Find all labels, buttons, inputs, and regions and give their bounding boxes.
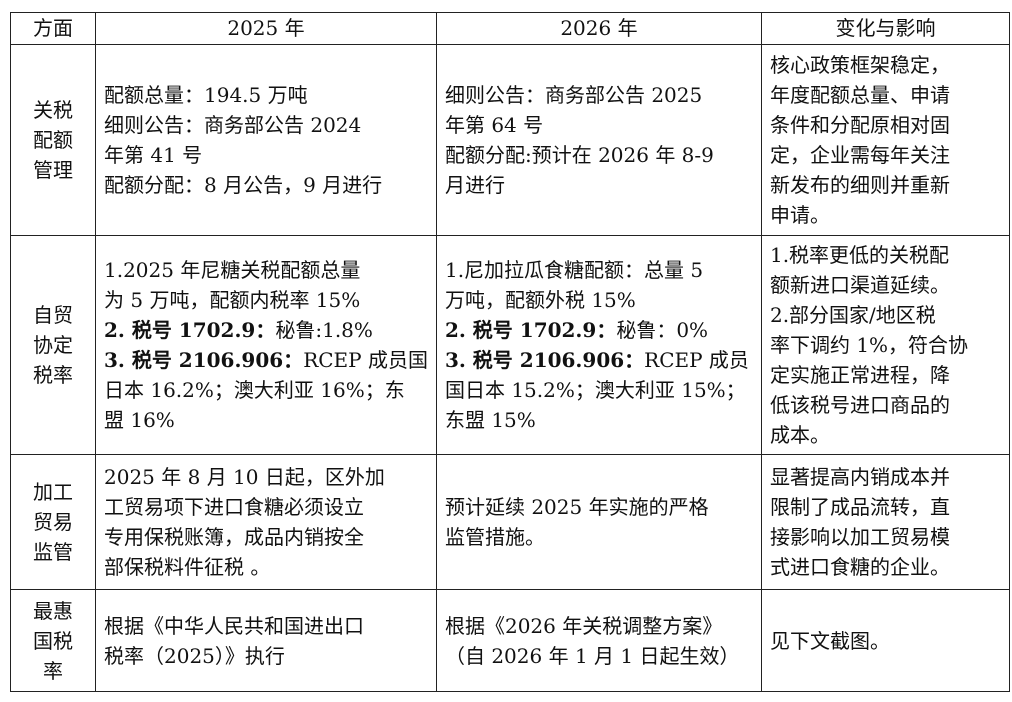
text: 秘鲁:1.8% <box>275 318 373 342</box>
text-line: 部保税料件征税 。 <box>104 555 271 579</box>
text-line: 申请。 <box>769 203 830 227</box>
table-cell: 配额总量：194.5 万吨细则公告：商务部公告 2024 年第 41 号配额分配：… <box>95 44 437 236</box>
text-line: 日本 16.2%；澳大利亚 16%；东 <box>104 378 405 402</box>
text-line: 根据《中华人民共和国进出口 <box>104 613 364 638</box>
table-cell: 2025 年 8 月 10 日起，区外加 工贸易项下进口食糖必须设立 专用保税账簿，… <box>95 454 437 590</box>
text-line: 1.2025 年尼糖关税配额总量 <box>104 258 361 282</box>
text-line: 盟 16% <box>104 408 175 432</box>
text-line: 限制了成品流转，直 <box>769 495 950 519</box>
text-line: 年度配额总量、申请 <box>769 83 950 107</box>
text-line: 监管 <box>33 540 73 564</box>
text-line: 率 <box>43 658 63 683</box>
table-row: 关税 配额 管理 配额总量：194.5 万吨 细则公告：商务部公告 2024 年第 41 … <box>10 44 1010 236</box>
bold-text: 2. 税号 1702.9： <box>444 318 617 342</box>
header-cell: 方面 <box>10 12 96 45</box>
text-line: 最惠 <box>33 598 73 623</box>
text-line: 国税 <box>33 628 73 653</box>
policy-table: 方面 2025 年 2026 年变化与影响 关税 配额 管理 配额总量：194.5 万吨细… <box>10 12 1010 692</box>
text-line: 额新进口渠道延续。 <box>769 273 950 297</box>
header-row: 方面 2025 年 2026 年变化与影响 <box>10 12 1010 45</box>
text-line: 配额分配：8 月公告，9 月进行 <box>104 173 383 197</box>
text-line: 定实施正常进程，降 <box>769 363 950 387</box>
text-line: 成本。 <box>769 423 830 447</box>
text-line: 低该税号进口商品的 <box>769 393 950 417</box>
text-line: 定，企业需每年关注 <box>769 143 950 167</box>
text-line: 税率（2025）》执行 <box>104 643 285 668</box>
table-cell: 1.2025 年尼糖关税配额总量为 5 万吨，配额内税率 15% 2. 税号 17… <box>95 235 437 455</box>
text-line: 加工 <box>33 480 73 504</box>
text-line: 2025 年 8 月 10 日起，区外加 <box>104 465 385 489</box>
text-line: 为 5 万吨，配额内税率 15% <box>104 288 361 312</box>
text-line: 1.尼加拉瓜食糖配额：总量 5 <box>444 258 704 282</box>
text-line: 配额分配:预计在 2026 年 8-9 <box>444 143 714 167</box>
text-line: 见下文截图。 <box>769 628 890 653</box>
text-line: 2. 税号 1702.9：秘鲁:1.8% <box>104 315 428 345</box>
text-line: 预计延续 2025 年实施的严格 <box>444 495 709 519</box>
text-line: 工贸易项下进口食糖必须设立 <box>104 495 364 519</box>
text: RCEP 成员 <box>644 348 749 372</box>
text-line: 管理 <box>33 158 73 182</box>
table-row: 加工 贸易 监管 2025 年 8 月 10 日起，区外加 工贸易项下进口食糖必须设立专… <box>10 454 1010 590</box>
table-row: 自贸协定税率 1.2025 年尼糖关税配额总量为 5 万吨，配额内税率 15% 2.… <box>10 235 1010 455</box>
text-line: 根据《2026 年关税调整方案》 <box>444 613 723 638</box>
text-line: 细则公告：商务部公告 2024 <box>104 113 362 137</box>
text-line: 贸易 <box>33 510 73 534</box>
text-line: 自贸 <box>33 303 73 327</box>
text-line: （自 2026 年 1 月 1 日起生效） <box>444 643 740 668</box>
text-line: 国日本 15.2%；澳大利亚 15%； <box>444 378 746 402</box>
text-line: 专用保税账簿，成品内销按全 <box>104 525 364 549</box>
bold-text: 3. 税号 2106.906： <box>104 348 304 372</box>
text-line: 税率 <box>33 363 73 387</box>
text: RCEP 成员国 <box>303 348 428 372</box>
text-line: 3. 税号 2106.906：RCEP 成员 <box>445 345 753 375</box>
text-line: 条件和分配原相对固 <box>769 113 950 137</box>
text-line: 东盟 15% <box>444 408 536 432</box>
table-cell: 1.税率更低的关税配 额新进口渠道延续。 2.部分国家/地区税率下调约 1%，符合协… <box>760 235 1010 455</box>
table-cell: 预计延续 2025 年实施的严格 监管措施。 <box>435 454 762 590</box>
table-cell: 细则公告：商务部公告 2025 年第 64 号配额分配:预计在 2026 年 8-… <box>435 44 762 236</box>
row-label-cell: 加工 贸易 监管 <box>10 454 96 590</box>
text-line: 1.税率更低的关税配 <box>769 243 950 267</box>
row-label-cell: 关税 配额 管理 <box>10 44 96 236</box>
row-label-cell: 自贸 协定 税率 <box>10 235 96 455</box>
header-cell: 变化与影响 <box>760 12 1010 45</box>
text-line: 式进口食糖的企业。 <box>769 555 950 579</box>
text-line: 接影响以加工贸易模 <box>769 525 950 549</box>
text-line: 2. 税号 1702.9：秘鲁：0% <box>445 315 753 345</box>
text-line: 显著提高内销成本并 <box>769 465 950 489</box>
text-line: 率下调约 1%，符合协 <box>769 333 969 357</box>
text-line: 配额总量：194.5 万吨 <box>104 83 308 107</box>
text-line: 年第 64 号 <box>444 113 544 137</box>
table-cell: 见下文截图。 <box>760 589 1010 692</box>
bold-text: 3. 税号 2106.906： <box>444 348 645 372</box>
table-cell: 核心政策框架稳定， 年度配额总量、申请 条件和分配原相对固 定，企业需每年关注 新发布的… <box>760 44 1010 236</box>
text-line: 核心政策框架稳定， <box>769 53 950 77</box>
table-cell: 根据《2026 年关税调整方案》 （自 2026 年 1 月 1 日起生效） <box>435 589 762 692</box>
text-line: 万吨，配额外税 15% <box>444 288 636 312</box>
text-line: 新发布的细则并重新 <box>769 173 950 197</box>
text-line: 监管措施。 <box>444 525 545 549</box>
text-line: 细则公告：商务部公告 2025 <box>444 83 703 107</box>
text-line: 2.部分国家/地区税 <box>769 303 936 327</box>
table-cell: 1.尼加拉瓜食糖配额：总量 5 万吨，配额外税 15% 2. 税号 1702.9：秘… <box>435 235 762 455</box>
bold-text: 2. 税号 1702.9： <box>104 318 276 342</box>
row-label-cell: 最惠 国税率 <box>10 589 96 692</box>
text-line: 年第 41 号 <box>104 143 203 167</box>
table-cell: 根据《中华人民共和国进出口 税率（2025）》执行 <box>95 589 437 692</box>
text: 秘鲁：0% <box>616 318 709 342</box>
text-line: 3. 税号 2106.906：RCEP 成员国 <box>104 345 428 375</box>
text-line: 配额 <box>33 128 73 152</box>
table-row: 最惠 国税率根据《中华人民共和国进出口 税率（2025）》执行 根据《2026 年关税… <box>10 589 1010 692</box>
text-line: 协定 <box>33 333 73 357</box>
header-cell: 2025 年 <box>95 12 437 45</box>
text-line: 关税 <box>33 98 73 122</box>
text-line: 月进行 <box>444 173 505 197</box>
header-cell: 2026 年 <box>435 12 762 45</box>
table-cell: 显著提高内销成本并 限制了成品流转，直 接影响以加工贸易模 式进口食糖的企业。 <box>760 454 1010 590</box>
table-body: 关税 配额 管理 配额总量：194.5 万吨 细则公告：商务部公告 2024 年第 41 … <box>10 44 1010 692</box>
